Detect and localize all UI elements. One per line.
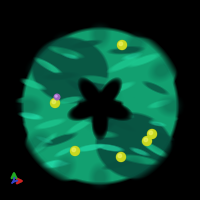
- Circle shape: [51, 99, 59, 107]
- Circle shape: [119, 42, 123, 46]
- Circle shape: [149, 131, 153, 135]
- Circle shape: [148, 130, 156, 138]
- Circle shape: [71, 147, 79, 155]
- Circle shape: [55, 95, 57, 97]
- Circle shape: [117, 40, 127, 50]
- Circle shape: [70, 146, 80, 156]
- Circle shape: [52, 100, 56, 104]
- Circle shape: [147, 129, 157, 139]
- Circle shape: [118, 154, 122, 158]
- Circle shape: [116, 152, 126, 162]
- Circle shape: [142, 136, 152, 146]
- Circle shape: [144, 138, 148, 142]
- Circle shape: [54, 94, 60, 100]
- Circle shape: [117, 153, 125, 161]
- Circle shape: [118, 41, 126, 49]
- Circle shape: [72, 148, 76, 152]
- Circle shape: [143, 137, 151, 145]
- Circle shape: [50, 98, 60, 108]
